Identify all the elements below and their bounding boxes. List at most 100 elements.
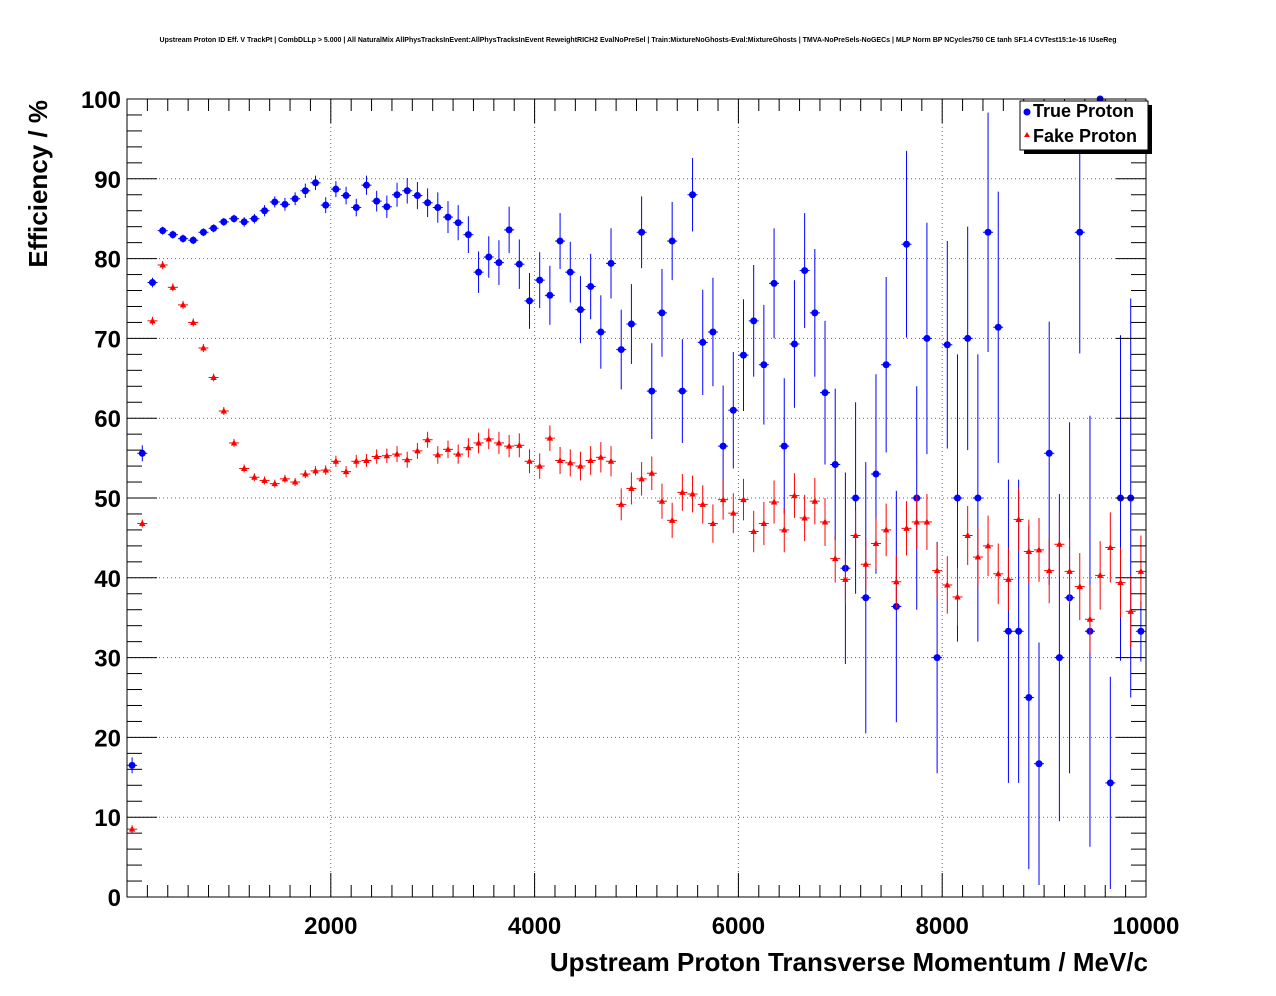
data-point [648, 469, 655, 476]
data-point [811, 309, 819, 317]
data-point [587, 456, 594, 463]
legend-label-fake-proton: Fake Proton [1033, 126, 1137, 146]
data-point [831, 460, 839, 468]
data-point [444, 213, 452, 221]
data-point [1025, 694, 1033, 701]
data-point [424, 199, 432, 207]
data-point [546, 291, 554, 299]
data-point [515, 260, 523, 268]
data-point [169, 231, 177, 239]
y-tick-label-2: 20 [94, 725, 121, 752]
data-point [342, 468, 350, 475]
series-0 [127, 95, 1146, 890]
data-point [373, 197, 381, 205]
data-point [281, 200, 289, 208]
data-point [781, 526, 788, 533]
data-point [403, 187, 411, 195]
data-point [302, 470, 309, 477]
data-point [495, 439, 503, 446]
data-point [770, 498, 778, 505]
data-point [964, 532, 971, 539]
data-point [923, 334, 931, 342]
chart-title: Upstream Proton ID Eff. V TrackPt | Comb… [160, 37, 1117, 44]
data-point [220, 218, 228, 226]
data-point [1066, 567, 1073, 574]
data-point [730, 509, 737, 516]
data-point [577, 462, 584, 469]
data-point [689, 490, 696, 497]
data-point [210, 224, 218, 232]
data-point [1004, 627, 1012, 635]
data-point [923, 518, 931, 525]
y-tick-label-4: 40 [94, 566, 121, 593]
y-axis-title: Efficiency / % [23, 100, 53, 268]
data-point [251, 473, 258, 480]
data-point [811, 497, 819, 504]
data-point [190, 318, 197, 325]
data-point [363, 456, 370, 463]
data-point [882, 361, 890, 369]
y-tick-label-10: 100 [81, 87, 121, 114]
data-point [373, 453, 380, 460]
data-point [933, 567, 941, 574]
data-point [556, 456, 564, 463]
data-point [1005, 575, 1012, 582]
data-point [362, 181, 370, 189]
data-point [607, 259, 615, 267]
data-point [536, 462, 543, 469]
data-point [1045, 567, 1053, 574]
data-point [658, 497, 666, 504]
data-point [801, 514, 808, 521]
data-point [444, 445, 452, 452]
data-point [301, 187, 309, 195]
data-point [139, 520, 146, 527]
label-layer: 2000 4000 6000 8000 10000 0 10 20 30 40 50 60 70 80 90… [81, 87, 1179, 940]
data-point [668, 237, 676, 245]
data-point [454, 450, 462, 457]
data-point [434, 451, 441, 458]
data-point [189, 236, 197, 244]
data-point [1035, 760, 1043, 768]
data-point [250, 215, 258, 223]
data-point [230, 215, 238, 223]
data-point [1055, 654, 1063, 662]
data-point [434, 204, 442, 212]
data-point [566, 268, 574, 276]
data-point [332, 457, 340, 464]
legend: True Proton Fake Proton [1019, 100, 1152, 154]
data-point [414, 447, 421, 454]
data-point [893, 578, 900, 585]
data-point [505, 442, 513, 449]
data-point [587, 283, 595, 291]
series-1 [127, 260, 1146, 834]
data-point [149, 317, 156, 324]
data-point [128, 825, 136, 832]
data-point [485, 435, 492, 442]
data-point [210, 374, 217, 381]
data-point [159, 261, 166, 268]
data-point [332, 185, 340, 193]
data-point [1107, 543, 1114, 550]
data-point [1106, 779, 1114, 787]
data-point [393, 450, 401, 457]
data-point [913, 518, 920, 525]
legend-label-true-proton: True Proton [1033, 101, 1134, 121]
data-point [607, 457, 615, 464]
y-tick-label-7: 70 [94, 326, 121, 353]
data-point [852, 532, 859, 539]
data-point [709, 520, 717, 527]
data-point [719, 442, 727, 450]
data-point [954, 593, 961, 600]
data-point [852, 494, 860, 502]
data-point [199, 228, 207, 236]
data-point [903, 524, 910, 531]
data-point [933, 654, 941, 662]
data-point [424, 436, 431, 443]
data-point [974, 553, 982, 560]
data-point [678, 387, 686, 395]
data-point [1015, 627, 1023, 635]
x-tick-label-2: 6000 [712, 913, 765, 940]
tick-layer [126, 98, 1147, 898]
data-point [1076, 228, 1084, 236]
